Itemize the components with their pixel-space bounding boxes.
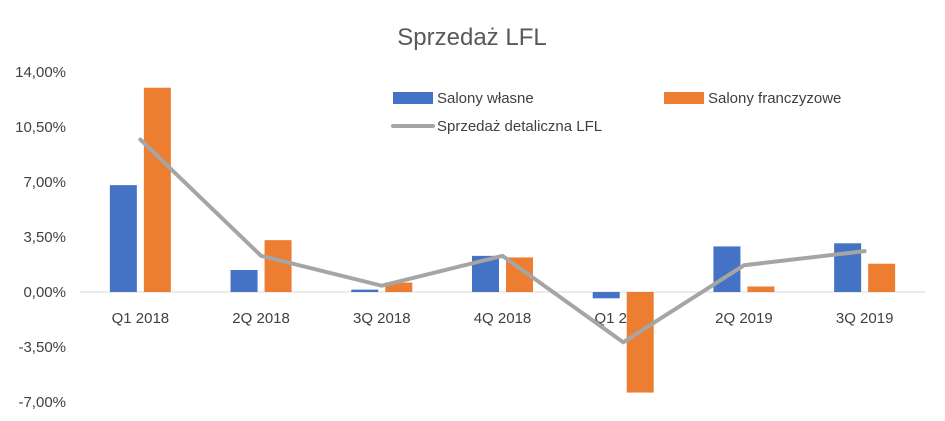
y-tick-label: 10,50% (15, 119, 66, 136)
x-tick-label: Q1 2018 (112, 310, 170, 327)
legend-swatch (393, 92, 433, 104)
bar (626, 292, 654, 393)
chart-title: Sprzedaż LFL (397, 24, 546, 51)
x-tick-label: 4Q 2018 (474, 310, 532, 327)
x-tick-label: 3Q 2018 (353, 310, 411, 327)
bar (143, 87, 171, 292)
legend-label: Salony franczyzowe (708, 90, 841, 107)
y-tick-label: 14,00% (15, 64, 66, 81)
x-tick-label: 2Q 2018 (232, 310, 290, 327)
y-tick-label: -7,00% (18, 394, 66, 411)
bar (747, 286, 775, 292)
line-series (138, 137, 867, 345)
x-tick-label: 2Q 2019 (715, 310, 773, 327)
y-axis: 14,00% 10,50% 7,00% 3,50% 0,00% -3,50% -7,00% (15, 64, 66, 411)
bar (230, 270, 258, 292)
x-tick-label: 3Q 2019 (836, 310, 894, 327)
bar (109, 185, 137, 292)
bar (868, 263, 896, 292)
bar (264, 240, 292, 292)
bar (351, 289, 379, 292)
legend-label: Salony własne (437, 90, 534, 107)
x-axis: Q1 2018 2Q 2018 3Q 2018 4Q 2018 Q1 2019 2Q 20… (80, 291, 925, 327)
y-tick-label: 0,00% (23, 284, 66, 301)
legend: Salony własne Salony franczyzowe Sprzedaż … (391, 90, 841, 135)
series-line (138, 137, 867, 345)
legend-label: Sprzedaż detaliczna LFL (437, 118, 602, 135)
bar (385, 282, 413, 292)
y-tick-label: 7,00% (23, 174, 66, 191)
y-tick-label: 3,50% (23, 229, 66, 246)
y-tick-label: -3,50% (18, 339, 66, 356)
bar (592, 292, 620, 299)
legend-swatch (664, 92, 704, 104)
